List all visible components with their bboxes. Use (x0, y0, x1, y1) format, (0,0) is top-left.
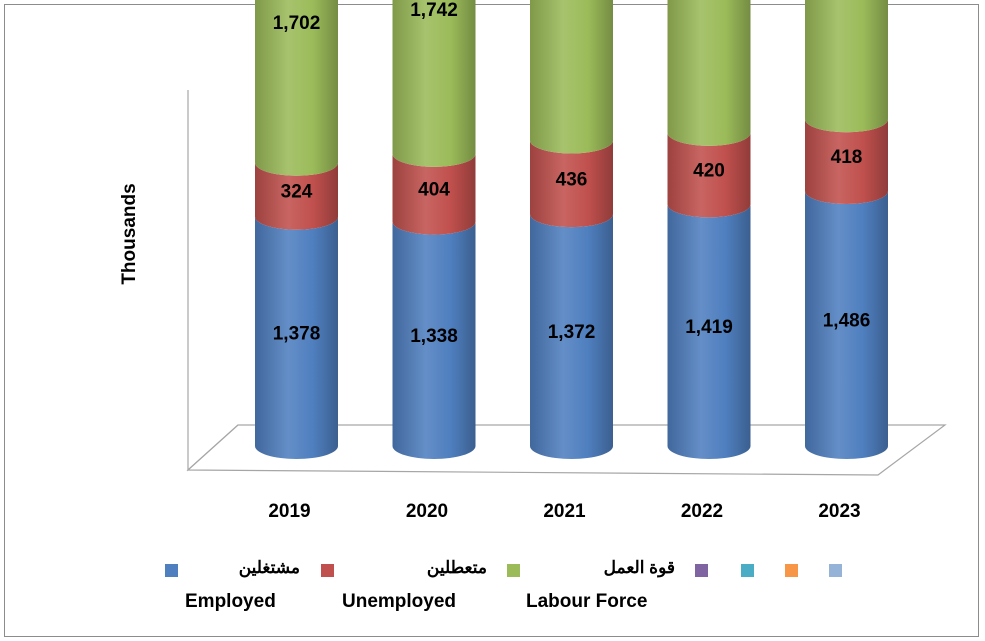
legend-label-en: Labour Force (526, 591, 648, 612)
back-wall (187, 90, 239, 472)
bar-employed-2023 (805, 191, 888, 460)
legend-label-en: Unemployed (342, 591, 457, 612)
bar-employed-2022 (667, 204, 751, 459)
bar-employed-2019 (255, 216, 338, 459)
legend-label-ar: مشتغلين (238, 558, 300, 577)
legend-swatch-labour-force (507, 564, 520, 577)
legend: مشتغلين Employed متعطلين Unemployed قوة العم… (0, 555, 985, 625)
bar-employed-2021 (530, 214, 613, 459)
legend-swatch-employed (165, 564, 178, 577)
y-axis-label: Thousands (119, 183, 140, 285)
bar-unemployed-2021 (530, 140, 613, 228)
legend-swatch-extra (829, 564, 842, 577)
legend-label-ar: قوة العمل (603, 558, 675, 577)
legend-swatch-extra (695, 564, 708, 577)
data-label: 1,378 (273, 323, 321, 344)
bar-unemployed-2022 (667, 132, 751, 218)
bar-unemployed-2019 (255, 162, 338, 230)
bar-employed-2020 (392, 221, 476, 459)
data-label: 420 (693, 161, 725, 182)
bar-labour-force-2021 (530, 0, 613, 154)
data-label: 1,807 (548, 0, 596, 1)
x-tick-label: 2022 (681, 501, 723, 522)
data-label: 436 (556, 169, 588, 190)
data-label: 1,372 (548, 322, 596, 343)
data-label: 324 (281, 182, 313, 203)
data-label: 1,742 (410, 0, 458, 21)
x-tick-label: 2023 (818, 501, 860, 522)
bar-labour-force-2019 (255, 0, 338, 176)
data-label: 1,338 (410, 326, 458, 347)
bar-unemployed-2023 (805, 119, 888, 205)
bar-labour-force-2022 (667, 0, 751, 146)
legend-swatch-extra (785, 564, 798, 577)
legend-swatch-unemployed (321, 564, 334, 577)
legend-label-en: Employed (185, 591, 276, 612)
data-label: 1,419 (685, 317, 733, 338)
legend-swatch-extra (741, 564, 754, 577)
data-label: 418 (831, 147, 863, 168)
bar-labour-force-2020 (392, 0, 476, 167)
bar-labour-force-2023 (805, 0, 888, 133)
data-label: 1,486 (823, 311, 871, 332)
data-label: 1,702 (273, 13, 321, 34)
x-tick-label: 2021 (543, 501, 586, 522)
data-label: 404 (418, 180, 450, 201)
bar-unemployed-2020 (392, 153, 476, 235)
legend-label-ar: متعطلين (426, 558, 487, 577)
x-tick-label: 2020 (406, 501, 448, 522)
x-tick-label: 2019 (268, 501, 310, 522)
